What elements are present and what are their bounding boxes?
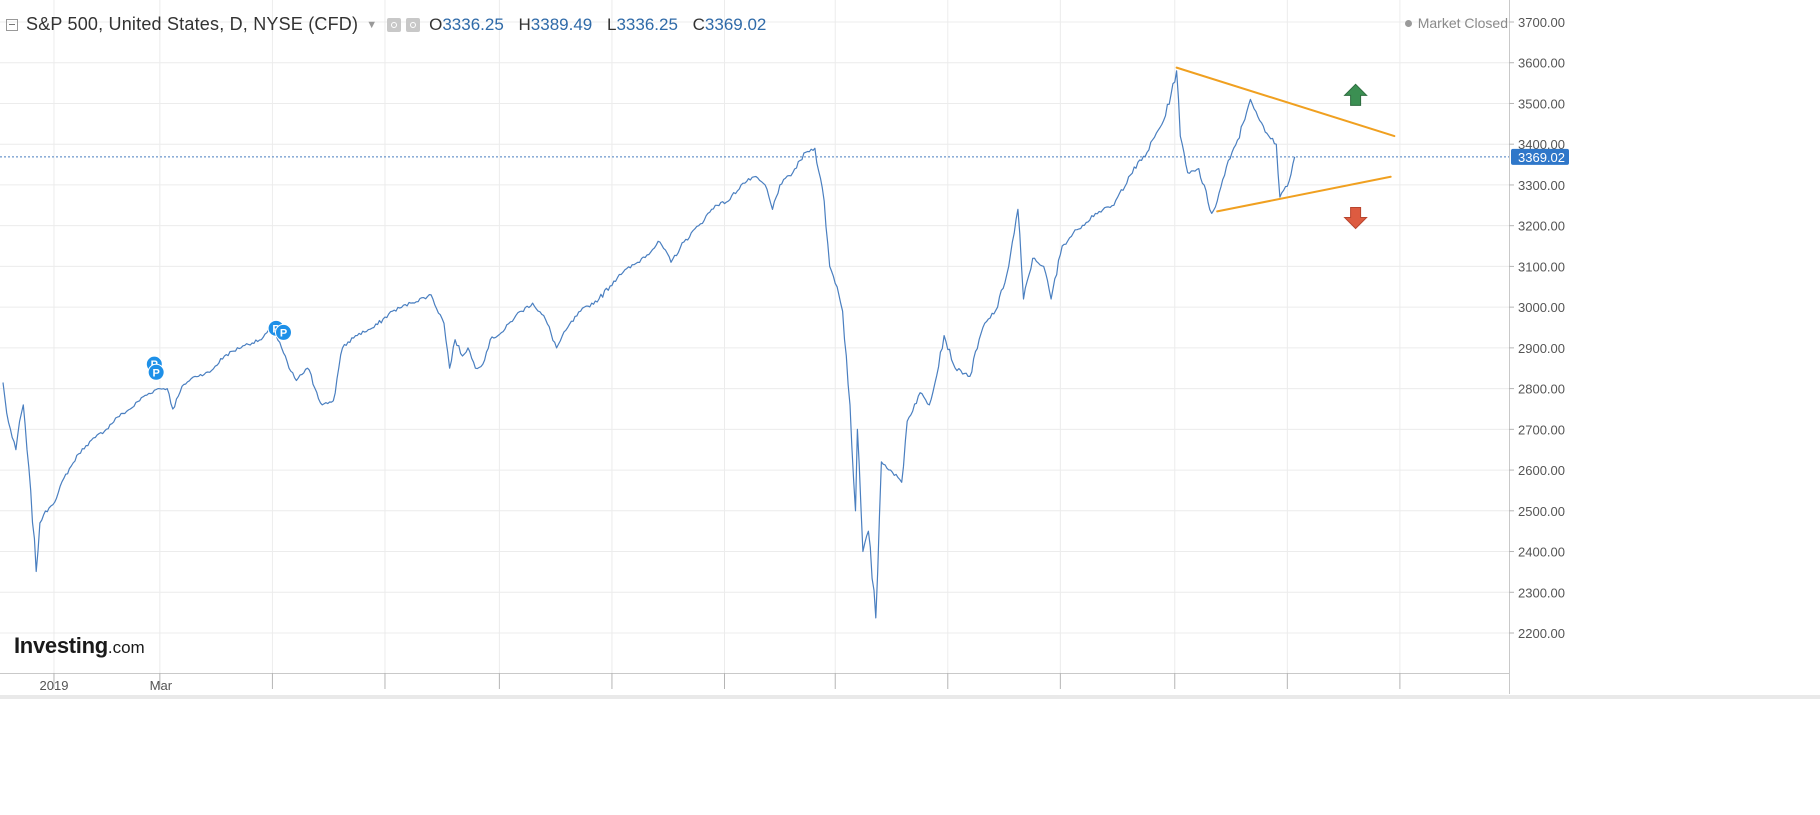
last-price-tag: 3369.02 xyxy=(1511,148,1569,165)
ohlc-readout: O3336.25 H3389.49 L3336.25 C3369.02 xyxy=(429,15,776,35)
event-marker-label: P xyxy=(152,367,159,379)
symbol-title[interactable]: S&P 500, United States, D, NYSE (CFD) xyxy=(26,14,359,34)
ohlc-low-value: 3336.25 xyxy=(616,14,678,34)
chart-header: S&P 500, United States, D, NYSE (CFD) ▼ … xyxy=(6,14,776,35)
bottom-scrollbar[interactable] xyxy=(0,695,1820,699)
event-marker-label: P xyxy=(280,327,287,339)
markers[interactable]: PPPP xyxy=(145,319,292,381)
event-marker[interactable] xyxy=(274,323,292,341)
collapse-icon[interactable] xyxy=(6,18,18,31)
settings-icon[interactable] xyxy=(387,17,402,32)
market-status: Market Closed xyxy=(1404,15,1508,31)
y-tick-label: 2600.00 xyxy=(1518,463,1565,478)
y-tick-label: 3500.00 xyxy=(1518,96,1565,111)
chevron-down-icon[interactable]: ▼ xyxy=(366,18,378,31)
y-tick-label: 2700.00 xyxy=(1518,422,1565,437)
ohlc-low-label: L xyxy=(606,14,617,34)
event-marker[interactable] xyxy=(147,363,165,381)
last-price-tag-bg xyxy=(1511,148,1569,165)
y-tick-label: 3300.00 xyxy=(1518,178,1565,193)
investing-logo[interactable]: Investing.com xyxy=(14,633,145,659)
x-tick-label: 2019 xyxy=(40,678,69,693)
logo-main: Investing xyxy=(14,633,108,658)
y-tick-label: 2200.00 xyxy=(1518,626,1565,641)
market-closed-dot-icon xyxy=(1404,19,1412,27)
ohlc-open-value: 3336.25 xyxy=(442,14,504,34)
ohlc-open-label: O xyxy=(429,14,443,34)
y-tick-label: 2500.00 xyxy=(1518,504,1565,519)
y-tick-label: 3600.00 xyxy=(1518,56,1565,71)
y-axis: 3700.00 3600.00 3500.00 3400.00 3300.00 3200.… xyxy=(1509,15,1565,641)
logo-suffix: .com xyxy=(107,638,145,657)
y-tick-label: 2900.00 xyxy=(1518,341,1565,356)
trendline[interactable] xyxy=(1216,175,1392,213)
series xyxy=(2,70,1296,619)
ohlc-high-value: 3389.49 xyxy=(530,14,593,34)
y-tick-label: 3100.00 xyxy=(1518,259,1565,274)
y-tick-label: 2400.00 xyxy=(1518,545,1565,560)
ohlc-high-label: H xyxy=(518,14,531,34)
arrow-down-icon[interactable] xyxy=(1343,207,1368,230)
trendline[interactable] xyxy=(1175,66,1396,138)
visibility-icon[interactable] xyxy=(406,17,421,32)
y-tick-label: 3700.00 xyxy=(1518,15,1565,30)
price-line xyxy=(2,70,1296,619)
y-tick-label: 2800.00 xyxy=(1518,382,1565,397)
arrow-up-icon[interactable] xyxy=(1343,83,1368,106)
grid xyxy=(0,0,1509,673)
market-status-label: Market Closed xyxy=(1417,15,1508,31)
y-tick-label: 3000.00 xyxy=(1518,300,1565,315)
ohlc-close-value: 3369.02 xyxy=(704,14,767,34)
x-tick-label: Mar xyxy=(150,678,173,693)
y-tick-label: 3400.00 xyxy=(1518,137,1565,152)
x-axis: 2019 Mar xyxy=(40,673,1401,693)
y-tick-label: 2300.00 xyxy=(1518,585,1565,600)
ohlc-close-label: C xyxy=(692,14,705,34)
annotations[interactable] xyxy=(1175,66,1396,230)
last-price-value: 3369.02 xyxy=(1518,150,1565,165)
y-tick-label: 3200.00 xyxy=(1518,219,1565,234)
